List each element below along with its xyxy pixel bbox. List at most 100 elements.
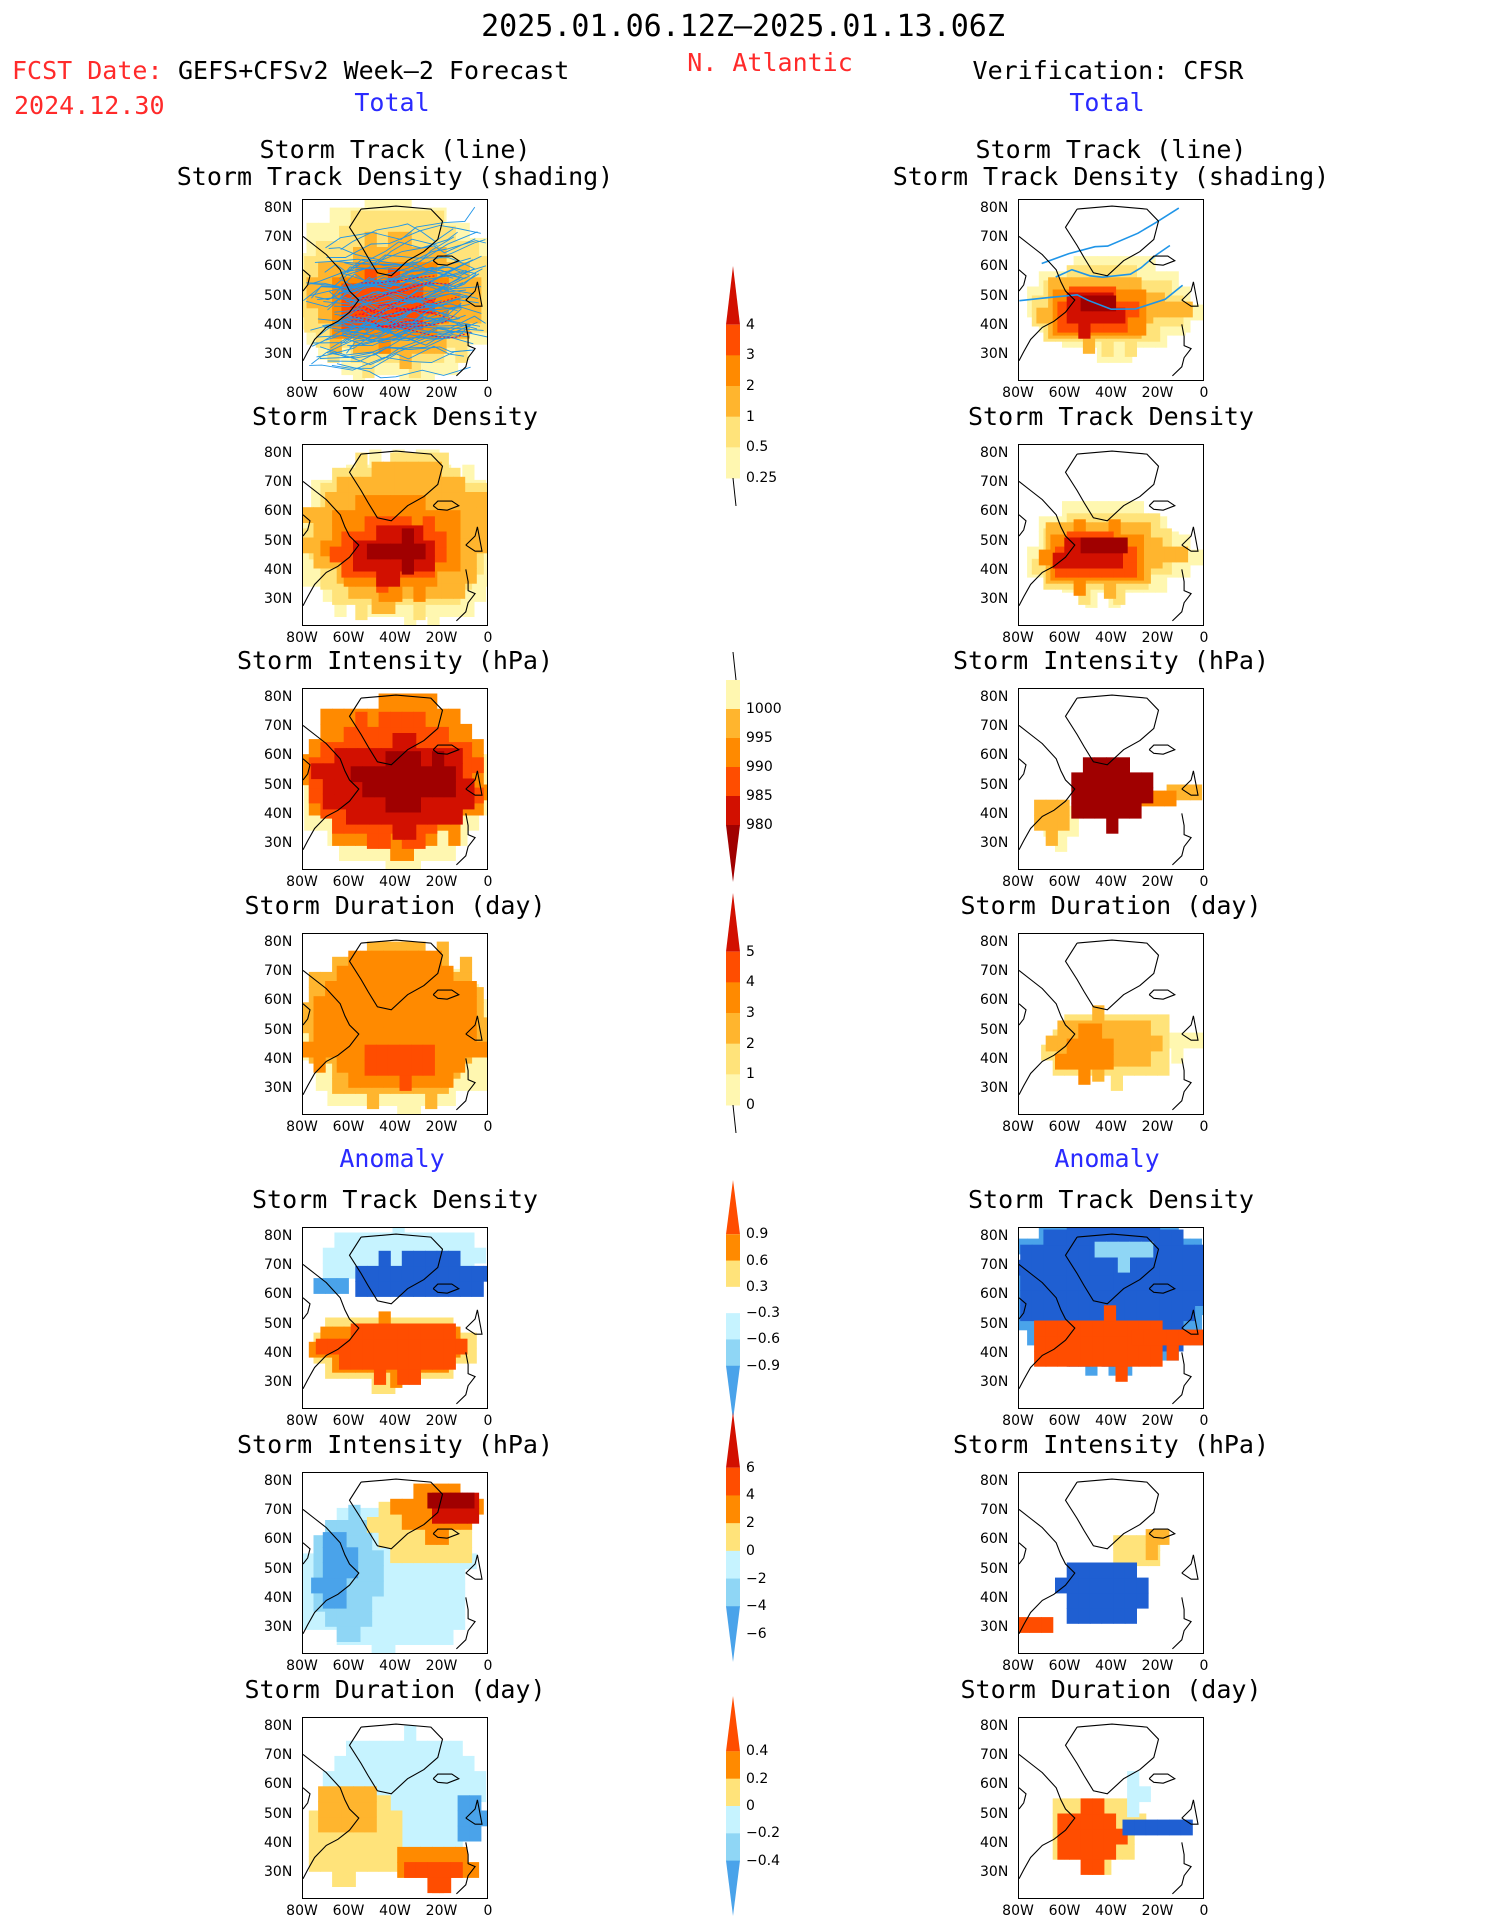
grid-cell — [1069, 1813, 1082, 1830]
grid-cell — [425, 1093, 438, 1110]
grid-cell — [1134, 289, 1147, 306]
panel-title: Storm Track Density — [252, 1185, 538, 1214]
grid-cell — [471, 757, 484, 774]
grid-cell — [408, 1338, 421, 1355]
grid-cell — [1045, 1035, 1058, 1052]
grid-cell — [336, 1011, 349, 1028]
grid-cell — [1124, 341, 1137, 357]
grid-cell — [415, 1816, 428, 1833]
grid-cell — [1171, 1259, 1184, 1276]
grid-cell — [385, 1338, 398, 1355]
grid-cell — [378, 1281, 391, 1297]
grid-cell — [1124, 546, 1137, 563]
grid-cell — [315, 1338, 328, 1355]
grid-cell — [373, 1369, 387, 1385]
field-layer — [318, 1786, 377, 1833]
coastline — [303, 969, 360, 1096]
grid-cell — [1057, 1020, 1070, 1037]
grid-cell — [303, 286, 305, 303]
grid-cell — [406, 981, 419, 997]
coastline — [303, 480, 360, 607]
grid-cell — [376, 200, 389, 209]
grid-cell — [334, 748, 347, 764]
grid-cell — [397, 1353, 410, 1370]
grid-cell — [364, 200, 377, 209]
grid-cell — [378, 1311, 391, 1328]
x-tick-label: 20W — [425, 630, 458, 646]
grid-cell — [1115, 1050, 1128, 1067]
grid-cell — [399, 1044, 412, 1061]
grid-cell — [408, 362, 421, 379]
coastline — [1148, 1283, 1176, 1294]
grid-cell — [362, 1323, 375, 1340]
storm-track-line — [340, 293, 469, 305]
grid-cell — [369, 1247, 382, 1264]
grid-cell — [1094, 772, 1107, 789]
grid-cell — [466, 1075, 480, 1091]
grid-cell — [453, 1568, 466, 1585]
storm-track-line — [341, 231, 478, 286]
storm-track-line — [314, 236, 455, 266]
y-tick-label: 70N — [980, 474, 1009, 491]
grid-cell — [1157, 1014, 1170, 1031]
grid-cell — [1148, 325, 1161, 342]
storm-track-line — [1041, 207, 1180, 265]
grid-cell — [1115, 1350, 1128, 1367]
grid-cell — [1064, 537, 1077, 554]
grid-cell — [450, 601, 463, 617]
grid-cell — [429, 1568, 442, 1585]
coastline — [1181, 1799, 1199, 1825]
grid-cell — [415, 1801, 428, 1818]
grid-cell — [399, 1075, 412, 1091]
grid-cell — [1117, 1256, 1130, 1273]
section-total-right: Total — [1069, 88, 1145, 117]
grid-cell — [332, 817, 345, 834]
x-tick-label: 0 — [1199, 1413, 1209, 1429]
grid-cell — [387, 555, 401, 572]
x-tick-label: 80W — [286, 385, 318, 401]
coastline — [465, 1554, 483, 1580]
grid-cell — [450, 793, 463, 810]
grid-cell — [1182, 1290, 1196, 1306]
y-tick-label: 50N — [980, 1560, 1009, 1577]
y-tick-label: 60N — [980, 1531, 1009, 1548]
grid-cell — [1108, 519, 1121, 536]
x-tick-label: 60W — [332, 874, 365, 890]
grid-cell — [383, 996, 396, 1012]
grid-cell — [406, 476, 419, 493]
grid-cell — [366, 1265, 380, 1282]
grid-cell — [322, 763, 335, 780]
field-layer — [315, 1323, 468, 1385]
grid-cell — [1122, 1819, 1135, 1836]
grid-cell — [404, 1801, 417, 1818]
grid-cell — [425, 1547, 438, 1564]
grid-cell — [462, 1755, 475, 1772]
grid-cell — [1045, 799, 1058, 816]
coastline — [465, 770, 483, 796]
colorbar-tail — [732, 477, 737, 507]
grid-cell — [418, 1629, 431, 1645]
grid-cell — [341, 1801, 354, 1818]
grid-cell — [343, 830, 356, 846]
grid-cell — [401, 845, 414, 861]
grid-cell — [439, 1786, 452, 1803]
y-tick-label: 70N — [264, 1747, 293, 1764]
grid-cell — [425, 830, 438, 846]
grid-cell — [397, 1105, 410, 1114]
grid-cell — [1124, 1228, 1137, 1231]
grid-cell — [369, 1740, 382, 1757]
colorbar-segment — [726, 1365, 740, 1420]
map-plot — [1019, 1478, 1199, 1650]
grid-cell — [478, 301, 487, 318]
colorbar-segment — [726, 1523, 740, 1552]
y-tick-label: 30N — [980, 591, 1009, 607]
grid-cell — [1152, 546, 1165, 563]
y-tick-label: 80N — [980, 689, 1009, 705]
grid-cell — [1136, 1592, 1149, 1609]
grid-cell — [336, 1626, 349, 1642]
grid-cell — [394, 1598, 407, 1615]
grid-cell — [1080, 295, 1093, 312]
grid-cell — [364, 231, 377, 248]
grid-cell — [303, 1041, 314, 1058]
grid-cell — [1031, 1259, 1044, 1276]
